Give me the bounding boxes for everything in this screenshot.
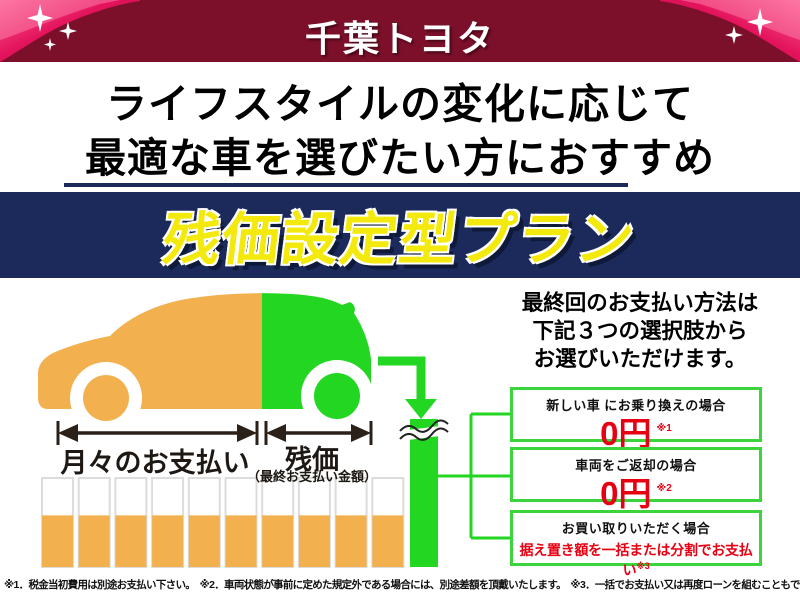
option-title: お買い取りいただく場合 [561,521,711,536]
option-title: 車両をご返却の場合 [575,458,697,473]
option-box-trade-in: 新しい車 にお乗り換えの場合 0円 ※1 [510,387,762,450]
brand-band: 千葉トヨタ [0,0,800,62]
monthly-payment-label: 月々のお支払い [60,448,250,478]
residual-flow-arrow-icon [378,356,437,419]
options-intro: 最終回のお支払い方法は 下記３つの選択肢から お選びいただけます。 [500,289,780,373]
headline-line1: ライフスタイルの変化に応じて [106,81,694,127]
brand-logo: 千葉トヨタ [304,18,495,59]
ribbon-sparkle-icon [0,0,140,62]
rear-wheel-icon [314,373,360,419]
residual-label: 残価 [285,445,339,475]
monthly-bars [41,477,405,568]
option-title: 新しい車 にお乗り換えの場合 [546,398,726,413]
ribbon-sparkle-icon [660,0,800,62]
options-intro-line3: お選びいただけます。 [533,347,747,371]
headline-line2: 最適な車を選びたい方におすすめ [85,135,715,181]
residual-bar [399,419,449,567]
footnote-ref: ※3 [636,561,650,571]
options-connector [438,412,511,540]
footnote-ref: ※2 [656,483,672,494]
payment-diagram [38,293,511,568]
option-price: 0円 ※1 [513,414,759,452]
option-price: 0円 ※2 [513,474,759,512]
option-box-return: 車両をご返却の場合 0円 ※2 [510,447,762,510]
option-detail: 据え置き額を一括または分割でお支払い※3 [513,540,759,580]
monthly-span-arrow [56,421,259,445]
footnote-ref: ※1 [656,423,672,434]
price-value: 0円 [600,475,652,512]
plan-banner-title: 残価設定型プラン [159,208,640,272]
detail-text: 据え置き額を一括または分割でお支払い [519,542,753,578]
options-intro-line1: 最終回のお支払い方法は [521,291,759,315]
residual-sublabel: （最終お支払い金額） [246,469,377,484]
footnotes: ※1．税金当初費用は別途お支払い下さい。 ※2．車両状態が事前に定めた規定外であ… [4,579,800,591]
option-box-purchase: お買い取りいただく場合 据え置き額を一括または分割でお支払い※3 [510,510,762,578]
options-intro-line2: 下記３つの選択肢から [532,319,748,343]
front-wheel-icon [83,375,129,421]
divider-rule [64,183,628,187]
price-value: 0円 [600,415,652,452]
plan-banner: 残価設定型プラン [0,192,800,278]
residual-span-arrow [264,421,373,445]
car-illustration [38,293,373,434]
